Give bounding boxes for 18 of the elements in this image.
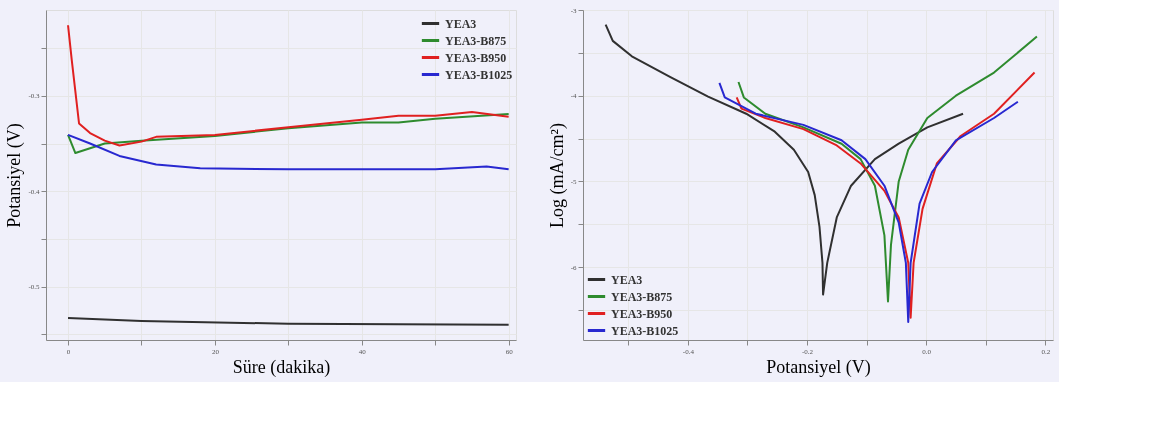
legend-label: YEA3-B875 (445, 33, 507, 48)
line-series (67, 317, 510, 326)
line-series (718, 81, 1019, 323)
line-series (735, 71, 1036, 319)
legend-label: YEA3 (445, 16, 477, 31)
line-series (737, 35, 1038, 303)
x-axis-title: Potansiyel (V) (766, 356, 871, 378)
legend-label: YEA3-B1025 (445, 67, 513, 82)
legend-label: YEA3-B950 (611, 306, 673, 321)
line-series (67, 112, 510, 155)
legend-label: YEA3-B950 (445, 50, 507, 65)
y-axis-title: Log (mA/cm²) (546, 123, 568, 228)
y-axis-title: Potansiyel (V) (4, 123, 26, 228)
x-axis-title: Süre (dakika) (232, 356, 331, 378)
line-series (67, 133, 510, 171)
legend-label: YEA3-B1025 (611, 323, 679, 338)
legend-label: YEA3-B875 (611, 289, 673, 304)
legend-label: YEA3 (611, 272, 643, 287)
